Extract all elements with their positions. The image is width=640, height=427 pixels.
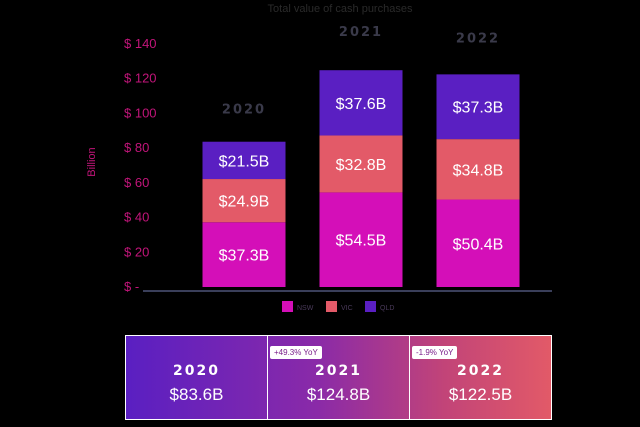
data-label: $37.3B [219,248,270,265]
data-label: $54.5B [336,233,387,250]
legend-label: QLD [380,305,394,312]
summary-cell-2021: +49.3% YoY 2021 $124.8B [267,336,409,419]
summary-panel: 2020 $83.6B +49.3% YoY 2021 $124.8B -1.9… [125,335,552,420]
bar-segment-nsw-2022 [436,199,520,287]
y-tick-label: $ 80 [124,140,149,155]
data-label: $21.5B [219,153,270,170]
summary-year: 2021 [315,362,362,379]
data-label: $37.3B [453,100,504,117]
summary-cell-2020: 2020 $83.6B [126,336,267,419]
summary-total: $122.5B [448,384,513,404]
legend-label: VIC [341,305,353,312]
y-tick-label: $ 20 [124,244,149,259]
y-tick-label: $ 140 [124,36,157,51]
yoy-badge: -1.9% YoY [412,346,458,359]
legend-label: NSW [297,305,314,312]
bar-segment-qld-2021 [319,70,403,136]
summary-year: 2022 [457,362,504,379]
bar-segment-qld-2022 [436,74,520,140]
summary-total: $124.8B [306,384,371,404]
bar-segment-vic-2020 [202,179,286,223]
data-label: $50.4B [453,236,504,253]
yoy-badge: +49.3% YoY [270,346,322,359]
legend-swatch-qld [365,301,376,312]
y-tick-label: $ 120 [124,71,157,86]
y-tick-label: $ 100 [124,105,157,120]
data-label: $34.8B [453,162,504,179]
bar-segment-vic-2021 [319,135,403,193]
legend-swatch-nsw [282,301,293,312]
bar-segment-nsw-2020 [202,222,286,287]
bar-segment-vic-2022 [436,139,520,200]
stacked-bar-chart: Total value of cash purchases Billion $ … [86,3,552,312]
data-label: $37.6B [336,96,387,113]
y-axis-title: Billion [86,147,98,176]
y-tick-label: $ - [124,279,139,294]
y-tick-label: $ 60 [124,175,149,190]
chart-title: Total value of cash purchases [268,3,413,15]
bar-segment-nsw-2021 [319,192,403,287]
y-tick-label: $ 40 [124,210,149,225]
summary-cell-2022: -1.9% YoY 2022 $122.5B [409,336,551,419]
bar-year-label: 2020 [222,103,266,118]
data-label: $24.9B [219,194,270,211]
summary-total: $83.6B [169,384,224,404]
bar-segment-qld-2020 [202,141,286,180]
summary-year: 2020 [173,362,220,379]
data-label: $32.8B [336,157,387,174]
bar-year-label: 2021 [339,25,383,40]
legend-swatch-vic [326,301,337,312]
bar-year-label: 2022 [456,31,500,46]
